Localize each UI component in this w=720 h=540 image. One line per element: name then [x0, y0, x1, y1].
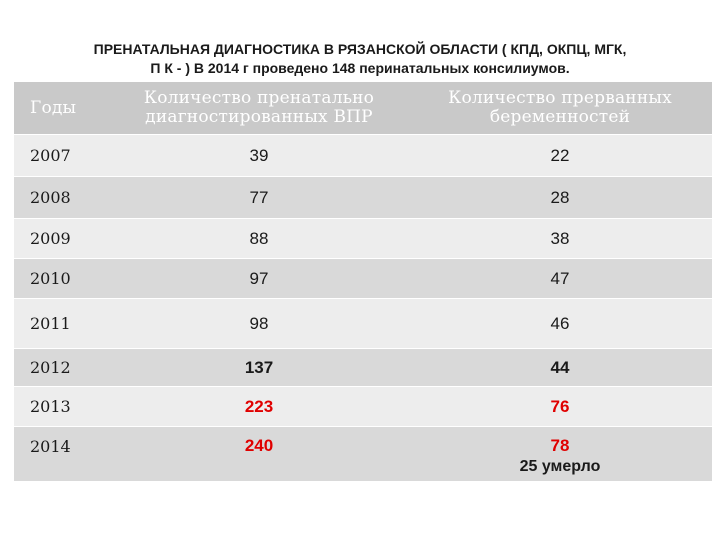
table-row: 2013 223 76: [14, 386, 712, 426]
terminated-cell: 78: [550, 436, 570, 455]
year-cell: 2007: [30, 146, 71, 165]
table-row: 2012 137 44: [14, 348, 712, 386]
terminated-cell: 76: [550, 396, 570, 416]
year-cell: 2011: [30, 314, 71, 333]
terminated-cell: 46: [550, 313, 570, 333]
statistics-table: Годы Количество пренатально диагностиров…: [14, 82, 712, 481]
table-header-row: Годы Количество пренатально диагностиров…: [14, 82, 712, 134]
terminated-cell: 38: [550, 228, 570, 248]
diagnosed-cell: 223: [244, 396, 274, 416]
diagnosed-cell: 240: [244, 436, 274, 455]
terminated-cell: 22: [550, 145, 570, 165]
terminated-cell: 47: [550, 268, 570, 288]
year-cell: 2013: [30, 397, 71, 416]
header-cell-diagnosed: Количество пренатально диагностированных…: [114, 82, 404, 134]
year-cell: 2012: [30, 358, 71, 377]
table-row: 2014 240 78 25 умерло: [14, 426, 712, 481]
year-cell: 2014: [30, 437, 71, 456]
deaths-note: 25 умерло: [519, 458, 601, 475]
table-row: 2009 88 38: [14, 218, 712, 258]
header-cell-year: Годы: [30, 82, 130, 134]
table-row: 2007 39 22: [14, 134, 712, 176]
document-title: ПРЕНАТАЛЬНАЯ ДИАГНОСТИКА В РЯЗАНСКОЙ ОБЛ…: [0, 40, 720, 78]
diagnosed-cell: 98: [249, 313, 269, 333]
diagnosed-cell: 97: [249, 268, 269, 288]
table-row: 2011 98 46: [14, 298, 712, 348]
header-diagnosed-line-1: Количество пренатально: [143, 88, 375, 108]
header-diagnosed-line-2: диагностированных ВПР: [145, 107, 373, 127]
terminated-cell: 28: [550, 187, 570, 207]
title-line-2: П К - ) В 2014 г проведено 148 перинатал…: [150, 60, 570, 76]
header-terminated-line-1: Количество прерванных: [448, 88, 672, 108]
header-terminated-line-2: беременностей: [489, 107, 631, 127]
year-cell: 2008: [30, 188, 71, 207]
table-row: 2010 97 47: [14, 258, 712, 298]
year-cell: 2010: [30, 269, 71, 288]
header-year-label: Годы: [30, 97, 77, 118]
diagnosed-cell: 88: [249, 228, 269, 248]
diagnosed-cell: 137: [244, 357, 274, 377]
header-cell-terminated: Количество прерванных беременностей: [420, 82, 700, 134]
table-row: 2008 77 28: [14, 176, 712, 218]
terminated-cell: 44: [550, 357, 570, 377]
title-line-1: ПРЕНАТАЛЬНАЯ ДИАГНОСТИКА В РЯЗАНСКОЙ ОБЛ…: [93, 41, 627, 57]
diagnosed-cell: 77: [249, 187, 269, 207]
year-cell: 2009: [30, 229, 71, 248]
diagnosed-cell: 39: [249, 145, 269, 165]
